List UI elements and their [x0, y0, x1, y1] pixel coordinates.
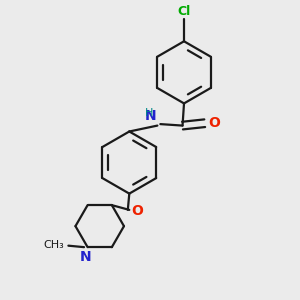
Text: H: H	[145, 108, 153, 118]
Text: N: N	[144, 109, 156, 123]
Text: Cl: Cl	[177, 4, 190, 18]
Text: O: O	[131, 204, 143, 218]
Text: O: O	[208, 116, 220, 130]
Text: CH₃: CH₃	[43, 240, 64, 250]
Text: N: N	[80, 250, 91, 263]
